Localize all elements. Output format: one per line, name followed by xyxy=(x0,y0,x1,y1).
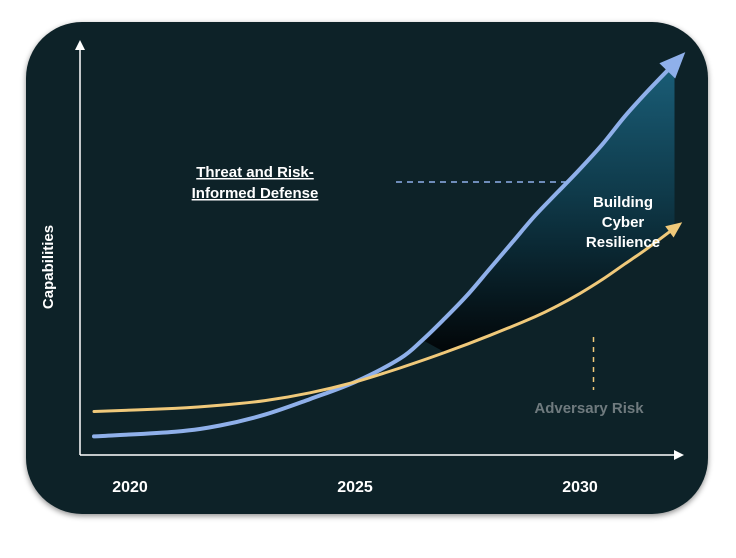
label-line: Resilience xyxy=(586,234,660,251)
x-tick-label-2020: 2020 xyxy=(112,479,148,496)
x-tick-label-2025: 2025 xyxy=(337,479,373,496)
series-arrowhead-cyber-resilience xyxy=(659,52,686,79)
label-line: Informed Defense xyxy=(192,185,319,202)
x-axis-arrow xyxy=(674,450,684,460)
label-line: Building xyxy=(593,194,653,211)
chart-card: Capabilities 2020 2025 2030 Threat and R… xyxy=(26,22,708,514)
cyber-resilience-label: Building Cyber Resilience xyxy=(586,194,660,251)
series-arrowhead-adversary-risk xyxy=(665,222,683,238)
x-tick-label-2030: 2030 xyxy=(562,479,598,496)
adversary-risk-label: Adversary Risk xyxy=(534,400,644,417)
threat-informed-defense-label: Threat and Risk- Informed Defense xyxy=(192,164,319,202)
label-line: Cyber xyxy=(602,214,645,231)
chart-svg: Capabilities 2020 2025 2030 Threat and R… xyxy=(40,40,686,496)
series-line-cyber-resilience xyxy=(92,61,677,439)
label-line: Threat and Risk- xyxy=(196,164,314,181)
y-axis-arrow xyxy=(75,40,85,50)
y-axis-label: Capabilities xyxy=(40,225,57,309)
series-line-adversary-risk xyxy=(92,226,676,413)
